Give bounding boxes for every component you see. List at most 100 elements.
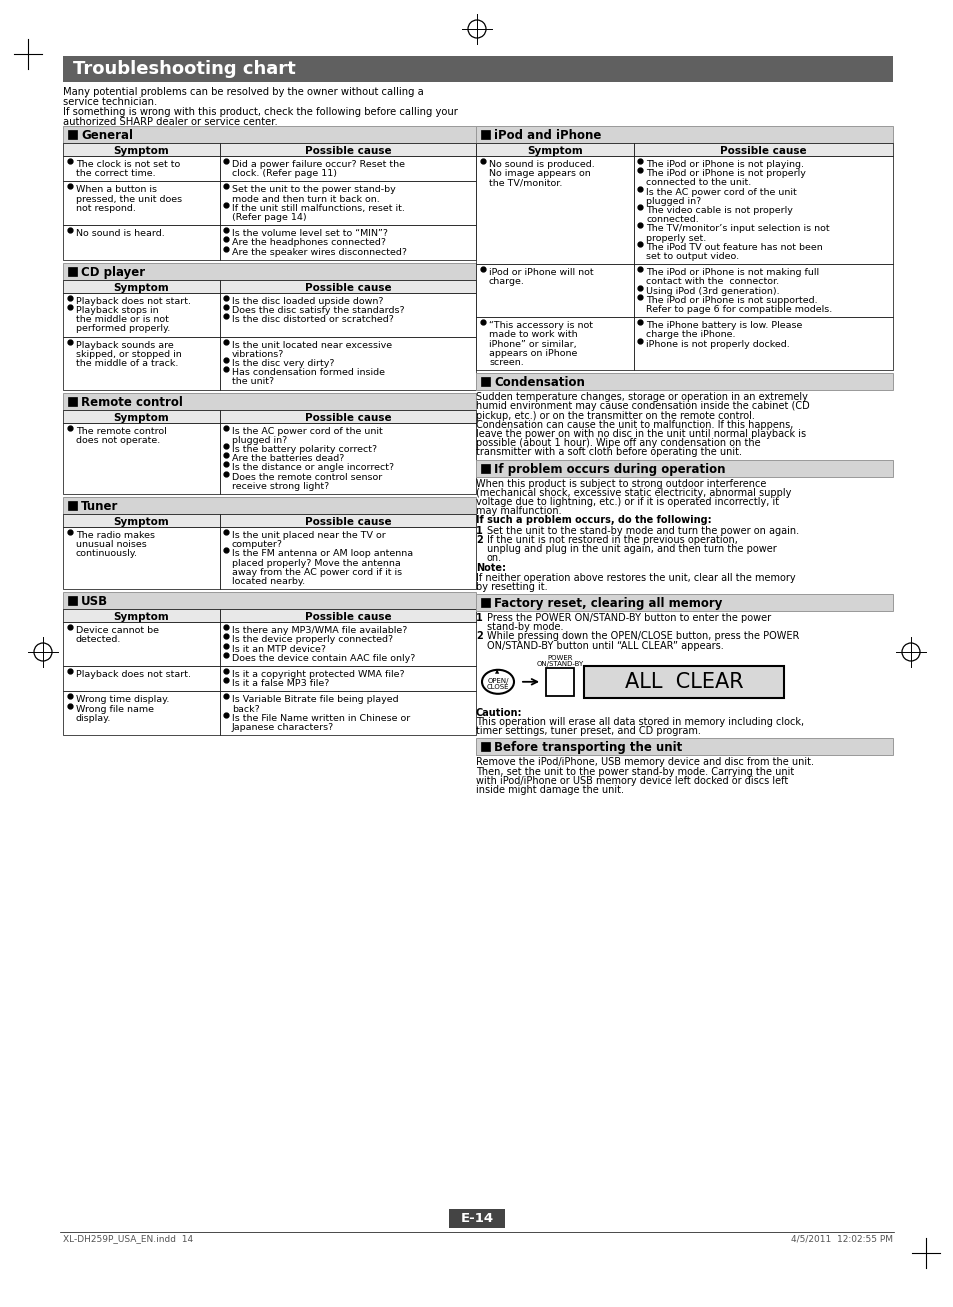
- Bar: [68, 396, 77, 405]
- Text: Playback sounds are: Playback sounds are: [76, 341, 173, 349]
- Bar: [220, 142, 476, 156]
- Bar: [63, 263, 476, 280]
- Bar: [220, 514, 476, 527]
- Text: No image appears on: No image appears on: [489, 169, 590, 178]
- Text: Before transporting the unit: Before transporting the unit: [494, 741, 681, 754]
- Bar: [545, 668, 574, 695]
- Text: Remove the iPod/iPhone, USB memory device and disc from the unit.: Remove the iPod/iPhone, USB memory devic…: [476, 757, 813, 767]
- Bar: [476, 156, 634, 264]
- Text: Many potential problems can be resolved by the owner without calling a: Many potential problems can be resolved …: [63, 88, 423, 97]
- Text: clock. (Refer page 11): clock. (Refer page 11): [232, 169, 336, 178]
- Text: The iPhone battery is low. Please: The iPhone battery is low. Please: [646, 322, 802, 331]
- Text: OPEN/: OPEN/: [487, 678, 508, 684]
- Text: computer?: computer?: [232, 540, 283, 549]
- Text: authorized SHARP dealer or service center.: authorized SHARP dealer or service cente…: [63, 118, 277, 127]
- Text: Is the AC power cord of the unit: Is the AC power cord of the unit: [646, 188, 797, 196]
- Text: When this product is subject to strong outdoor interference: When this product is subject to strong o…: [476, 478, 765, 489]
- Bar: [476, 593, 892, 610]
- Text: ON/STAND-BY button until “ALL CLEAR” appears.: ON/STAND-BY button until “ALL CLEAR” app…: [486, 640, 723, 651]
- Text: Does the device contain AAC file only?: Does the device contain AAC file only?: [232, 654, 415, 663]
- Bar: [476, 264, 634, 318]
- Text: inside might damage the unit.: inside might damage the unit.: [476, 786, 623, 795]
- Bar: [63, 280, 220, 293]
- Text: Is the unit placed near the TV or: Is the unit placed near the TV or: [232, 531, 385, 540]
- Text: Is the battery polarity correct?: Is the battery polarity correct?: [232, 444, 376, 454]
- Bar: [480, 378, 490, 386]
- Bar: [63, 609, 220, 622]
- Text: pressed, the unit does: pressed, the unit does: [76, 195, 182, 204]
- Bar: [480, 742, 490, 752]
- Text: The video cable is not properly: The video cable is not properly: [646, 207, 793, 214]
- Bar: [634, 142, 892, 156]
- Text: The iPod or iPhone is not making full: The iPod or iPhone is not making full: [646, 268, 819, 277]
- Text: the correct time.: the correct time.: [76, 169, 155, 178]
- Text: If neither operation above restores the unit, clear all the memory: If neither operation above restores the …: [476, 572, 795, 583]
- Text: Is Variable Bitrate file being played: Is Variable Bitrate file being played: [232, 695, 398, 704]
- Bar: [220, 409, 476, 422]
- Text: voltage due to lightning, etc.) or if it is operated incorrectly, it: voltage due to lightning, etc.) or if it…: [476, 497, 779, 507]
- Text: “This accessory is not: “This accessory is not: [489, 322, 593, 331]
- Text: pickup, etc.) or on the transmitter on the remote control.: pickup, etc.) or on the transmitter on t…: [476, 410, 754, 421]
- Text: located nearby.: located nearby.: [232, 576, 305, 586]
- Text: Is the unit located near excessive: Is the unit located near excessive: [232, 341, 392, 349]
- Text: Press the POWER ON/STAND-BY button to enter the power: Press the POWER ON/STAND-BY button to en…: [486, 613, 770, 623]
- Text: The iPod or iPhone is not playing.: The iPod or iPhone is not playing.: [646, 159, 803, 169]
- Text: ▲: ▲: [495, 669, 498, 674]
- Bar: [634, 156, 892, 264]
- Text: Set the unit to the stand-by mode and turn the power on again.: Set the unit to the stand-by mode and tu…: [486, 525, 799, 536]
- Bar: [63, 497, 476, 514]
- Text: (mechanical shock, excessive static electricity, abnormal supply: (mechanical shock, excessive static elec…: [476, 488, 791, 498]
- Text: Is the AC power cord of the unit: Is the AC power cord of the unit: [232, 426, 382, 435]
- Text: The radio makes: The radio makes: [76, 531, 154, 540]
- Text: iPod or iPhone will not: iPod or iPhone will not: [489, 268, 593, 277]
- Text: Possible cause: Possible cause: [304, 612, 391, 622]
- Bar: [220, 422, 476, 494]
- Text: No sound is produced.: No sound is produced.: [489, 159, 594, 169]
- Text: CLOSE: CLOSE: [486, 684, 509, 690]
- Text: may malfunction.: may malfunction.: [476, 506, 561, 516]
- Text: Is the device properly connected?: Is the device properly connected?: [232, 635, 393, 644]
- Text: continuously.: continuously.: [76, 549, 138, 558]
- Text: stand-by mode.: stand-by mode.: [486, 622, 563, 633]
- Bar: [634, 264, 892, 318]
- Bar: [220, 609, 476, 622]
- Text: Refer to page 6 for compatible models.: Refer to page 6 for compatible models.: [646, 305, 832, 314]
- Text: timer settings, tuner preset, and CD program.: timer settings, tuner preset, and CD pro…: [476, 727, 700, 736]
- Text: set to output video.: set to output video.: [646, 252, 739, 261]
- Text: This operation will erase all data stored in memory including clock,: This operation will erase all data store…: [476, 718, 803, 727]
- Text: No sound is heard.: No sound is heard.: [76, 229, 165, 238]
- Bar: [476, 738, 892, 755]
- Bar: [63, 409, 220, 422]
- Text: Using iPod (3rd generation).: Using iPod (3rd generation).: [646, 286, 780, 295]
- Text: General: General: [81, 129, 132, 142]
- Text: Symptom: Symptom: [113, 518, 170, 527]
- Text: the TV/monitor.: the TV/monitor.: [489, 178, 561, 187]
- Text: While pressing down the OPEN/CLOSE button, press the POWER: While pressing down the OPEN/CLOSE butto…: [486, 631, 799, 642]
- Text: Symptom: Symptom: [113, 612, 170, 622]
- Text: the unit?: the unit?: [232, 378, 274, 387]
- Text: skipped, or stopped in: skipped, or stopped in: [76, 350, 182, 359]
- Text: Sudden temperature changes, storage or operation in an extremely: Sudden temperature changes, storage or o…: [476, 392, 807, 403]
- Text: Possible cause: Possible cause: [304, 413, 391, 422]
- Text: Is the disc very dirty?: Is the disc very dirty?: [232, 359, 335, 369]
- Bar: [63, 392, 476, 409]
- Text: Is it a false MP3 file?: Is it a false MP3 file?: [232, 680, 329, 689]
- Text: unplug and plug in the unit again, and then turn the power: unplug and plug in the unit again, and t…: [486, 544, 776, 554]
- Text: The iPod TV out feature has not been: The iPod TV out feature has not been: [646, 243, 822, 252]
- Text: Is the disc distorted or scratched?: Is the disc distorted or scratched?: [232, 315, 394, 324]
- Text: Caution:: Caution:: [476, 708, 522, 718]
- Bar: [220, 527, 476, 589]
- Bar: [63, 691, 220, 736]
- Text: Then, set the unit to the power stand-by mode. Carrying the unit: Then, set the unit to the power stand-by…: [476, 767, 794, 776]
- Text: (Refer page 14): (Refer page 14): [232, 213, 306, 222]
- Bar: [476, 460, 892, 477]
- Text: Is the File Name written in Chinese or: Is the File Name written in Chinese or: [232, 714, 410, 723]
- Text: Possible cause: Possible cause: [304, 146, 391, 156]
- Text: Playback does not start.: Playback does not start.: [76, 297, 191, 306]
- Text: Remote control: Remote control: [81, 396, 183, 409]
- Text: placed properly? Move the antenna: placed properly? Move the antenna: [232, 558, 400, 567]
- Bar: [480, 599, 490, 606]
- Text: Is it an MTP device?: Is it an MTP device?: [232, 644, 326, 654]
- Text: Is it a copyright protected WMA file?: Is it a copyright protected WMA file?: [232, 670, 404, 680]
- Text: display.: display.: [76, 714, 112, 723]
